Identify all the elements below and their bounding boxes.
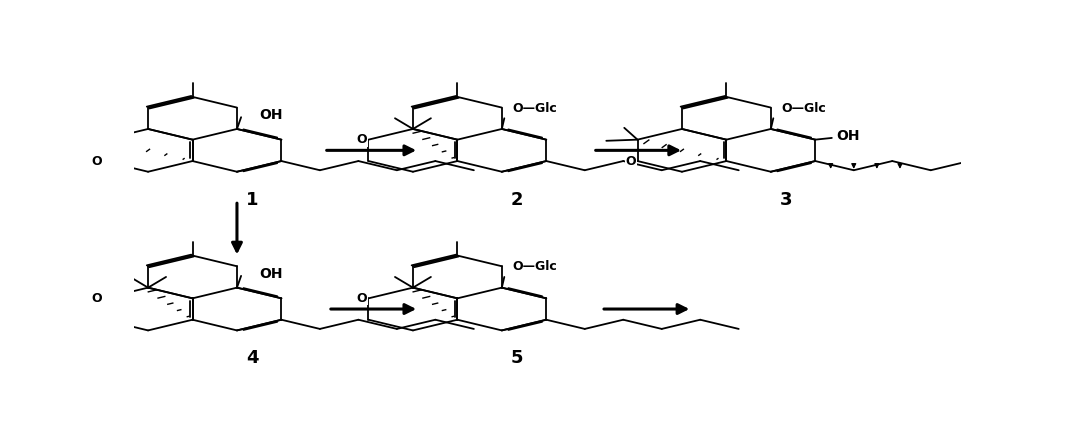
Text: O: O [357, 133, 367, 146]
Text: O: O [92, 155, 103, 168]
Text: OH: OH [836, 129, 860, 143]
Text: O—Glc: O—Glc [782, 102, 827, 115]
Text: O: O [626, 155, 637, 168]
Text: O: O [92, 292, 103, 305]
Text: 4: 4 [246, 349, 258, 367]
Text: 5: 5 [511, 349, 523, 367]
Text: 3: 3 [780, 190, 792, 208]
Text: O—Glc: O—Glc [513, 260, 557, 273]
Text: 1: 1 [246, 190, 258, 208]
Text: O: O [357, 292, 367, 305]
Text: O—Glc: O—Glc [513, 102, 557, 115]
Text: OH: OH [260, 108, 283, 122]
Text: 2: 2 [511, 190, 523, 208]
Text: OH: OH [260, 267, 283, 281]
